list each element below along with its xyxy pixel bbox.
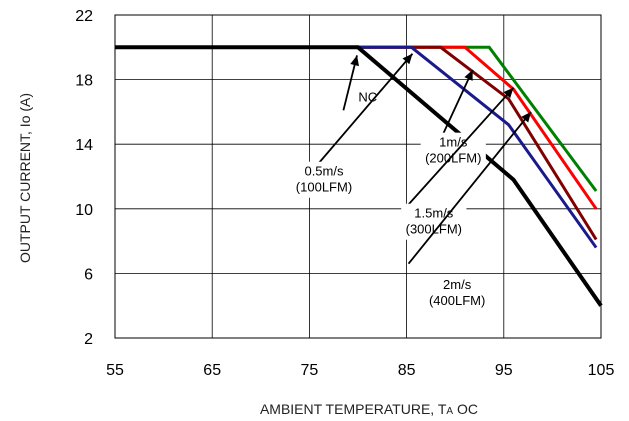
annotation-label: (300LFM) (406, 222, 462, 237)
annotation-arrowhead (464, 69, 473, 81)
annotation-label: 2m/s (443, 277, 472, 292)
y-tick-label: 2 (84, 331, 93, 348)
annotation-arrow (401, 87, 515, 213)
annotation-arrowhead (402, 53, 413, 65)
annotation-label-bg (357, 87, 379, 108)
x-tick-label: 65 (203, 362, 221, 379)
annotation-label: (400LFM) (429, 293, 485, 308)
series-line-1ms (115, 45, 598, 241)
y-tick-label: 18 (75, 73, 93, 90)
x-axis-label: AMBIENT TEMPERATURE, TA OC (260, 401, 478, 417)
series-lines (115, 45, 603, 307)
annotation-arrowhead (503, 87, 514, 99)
series-line-0-5ms (115, 45, 598, 249)
annotation-label-bg (291, 161, 357, 198)
y-axis-label: OUTPUT CURRENT, Io (A) (17, 93, 33, 263)
annotation-arrowhead (350, 55, 359, 67)
x-tick-label: 55 (106, 362, 124, 379)
y-tick-label: 6 (84, 266, 93, 283)
x-tick-labels: 55 65 75 85 95 105 (106, 362, 614, 379)
annotation-label: 1.5m/s (414, 206, 454, 221)
plot-frame (114, 14, 602, 339)
x-tick-label: 105 (588, 362, 615, 379)
annotation-arrow (303, 53, 414, 181)
y-tick-label: 10 (75, 202, 93, 219)
x-tick-label: 95 (495, 362, 513, 379)
x-axis-label-subscript: A (446, 406, 453, 417)
annotation-arrow (439, 69, 474, 140)
annotation-label: 0.5m/s (304, 164, 344, 179)
annotation-label: NC (358, 89, 377, 104)
y-tick-label: 14 (75, 137, 93, 154)
annotation-arrow (407, 111, 532, 265)
annotation-arrowhead (521, 111, 532, 123)
annotation-label: (200LFM) (425, 151, 481, 166)
annotation-label-bg (424, 274, 490, 311)
annotations: NC0.5m/s(100LFM)1m/s(200LFM)1.5m/s(300LF… (291, 53, 532, 311)
y-tick-label: 22 (75, 8, 93, 25)
series-line-nc (115, 45, 603, 307)
x-axis-label-unit: OC (457, 401, 478, 417)
annotation-label: (100LFM) (296, 180, 352, 195)
x-axis-label-main: AMBIENT TEMPERATURE, T (260, 401, 447, 417)
x-tick-label: 75 (301, 362, 319, 379)
x-tick-label: 85 (398, 362, 416, 379)
annotation-label-bg (420, 132, 486, 169)
y-tick-labels: 2 6 10 14 18 22 (75, 8, 93, 348)
